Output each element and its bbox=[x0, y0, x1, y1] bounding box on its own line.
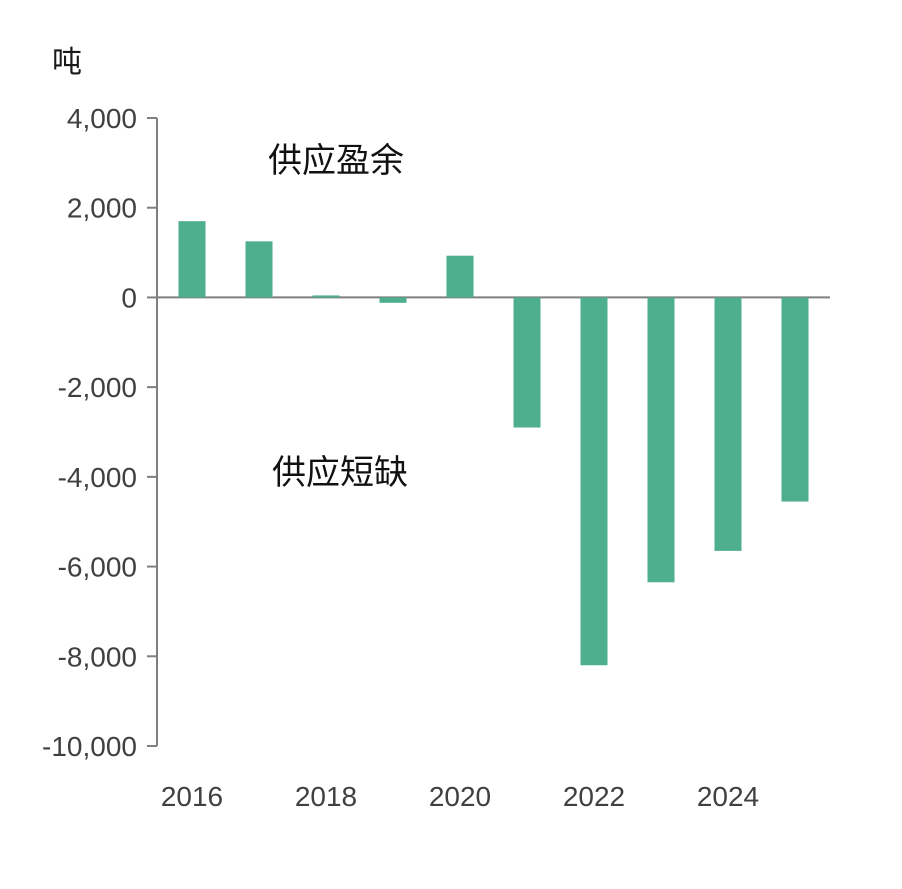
y-tick-label: -8,000 bbox=[58, 641, 137, 672]
bar-2024 bbox=[714, 297, 742, 551]
y-tick-label: -4,000 bbox=[58, 462, 137, 493]
y-tick-label: 2,000 bbox=[67, 193, 137, 224]
x-tick-label: 2020 bbox=[429, 781, 491, 812]
bar-2019 bbox=[379, 297, 407, 303]
bar-2021 bbox=[513, 297, 541, 428]
x-axis-ticks: 2016 2018 2020 2022 2024 bbox=[161, 781, 759, 812]
x-tick-label: 2016 bbox=[161, 781, 223, 812]
y-tick-label: -10,000 bbox=[42, 731, 137, 762]
y-axis-unit-label: 吨 bbox=[52, 45, 82, 80]
bar-2018 bbox=[312, 295, 340, 298]
y-axis-ticks: 4,000 2,000 0 -2,000 -4,000 -6,000 -8,000 -10,0… bbox=[42, 103, 157, 762]
y-tick-label: -6,000 bbox=[58, 552, 137, 583]
bar-2023 bbox=[647, 297, 675, 583]
annotation-supply-surplus: 供应盈余 bbox=[268, 141, 404, 181]
y-tick-label: 0 bbox=[121, 282, 137, 313]
annotation-supply-shortage: 供应短缺 bbox=[272, 453, 408, 493]
bar-2020 bbox=[446, 255, 474, 298]
y-tick-label: 4,000 bbox=[67, 103, 137, 134]
x-tick-label: 2022 bbox=[563, 781, 625, 812]
bar-2017 bbox=[245, 241, 273, 298]
bar-2016 bbox=[178, 221, 206, 298]
x-tick-label: 2024 bbox=[697, 781, 759, 812]
bars bbox=[178, 221, 809, 666]
x-tick-label: 2018 bbox=[295, 781, 357, 812]
bar-2022 bbox=[580, 297, 608, 666]
y-tick-label: -2,000 bbox=[58, 372, 137, 403]
bar-2025 bbox=[781, 297, 809, 502]
